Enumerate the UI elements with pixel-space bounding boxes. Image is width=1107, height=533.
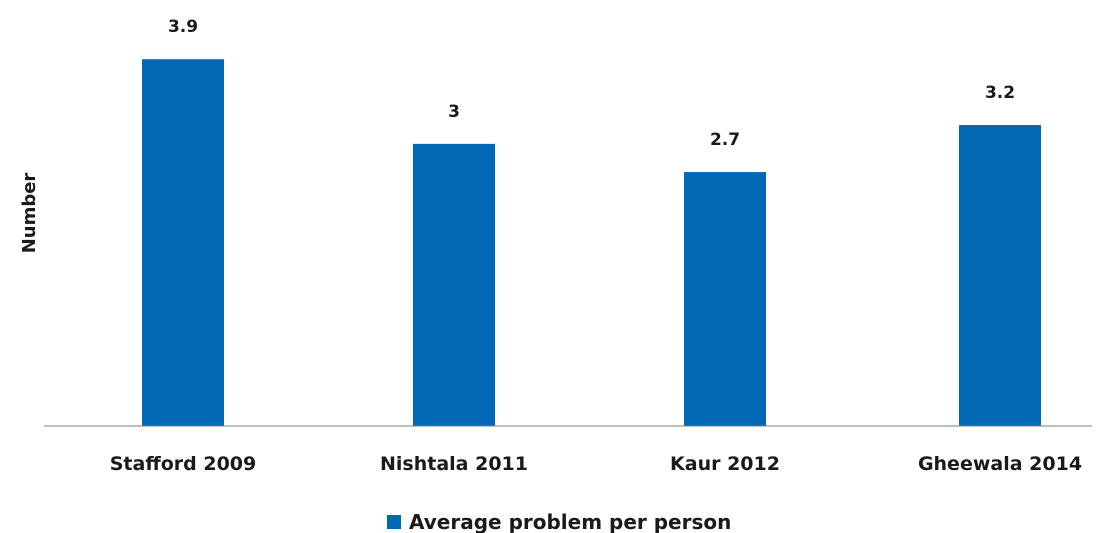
bar-0: [142, 59, 224, 426]
x-tick-label-2: Kaur 2012: [670, 453, 780, 475]
x-tick-label-3: Gheewala 2014: [918, 453, 1082, 475]
legend: Average problem per person: [387, 510, 731, 533]
bar-1: [413, 143, 495, 426]
x-tick-label-1: Nishtala 2011: [380, 453, 528, 475]
data-label-1: 3: [448, 102, 460, 122]
legend-label: Average problem per person: [409, 510, 731, 533]
data-label-3: 3.2: [985, 83, 1015, 103]
x-tick-label-0: Stafford 2009: [110, 453, 257, 475]
y-axis-label: Number: [19, 173, 40, 254]
data-label-0: 3.9: [168, 17, 198, 37]
bar-3: [959, 125, 1041, 427]
data-label-2: 2.7: [710, 130, 740, 150]
bars-group: [142, 59, 1041, 427]
bar-2: [684, 172, 766, 426]
legend-swatch: [387, 515, 401, 529]
data-labels-group: 3.9 3 2.7 3.2: [168, 17, 1015, 150]
x-tick-labels-group: Stafford 2009 Nishtala 2011 Kaur 2012 Gheew…: [110, 453, 1082, 475]
